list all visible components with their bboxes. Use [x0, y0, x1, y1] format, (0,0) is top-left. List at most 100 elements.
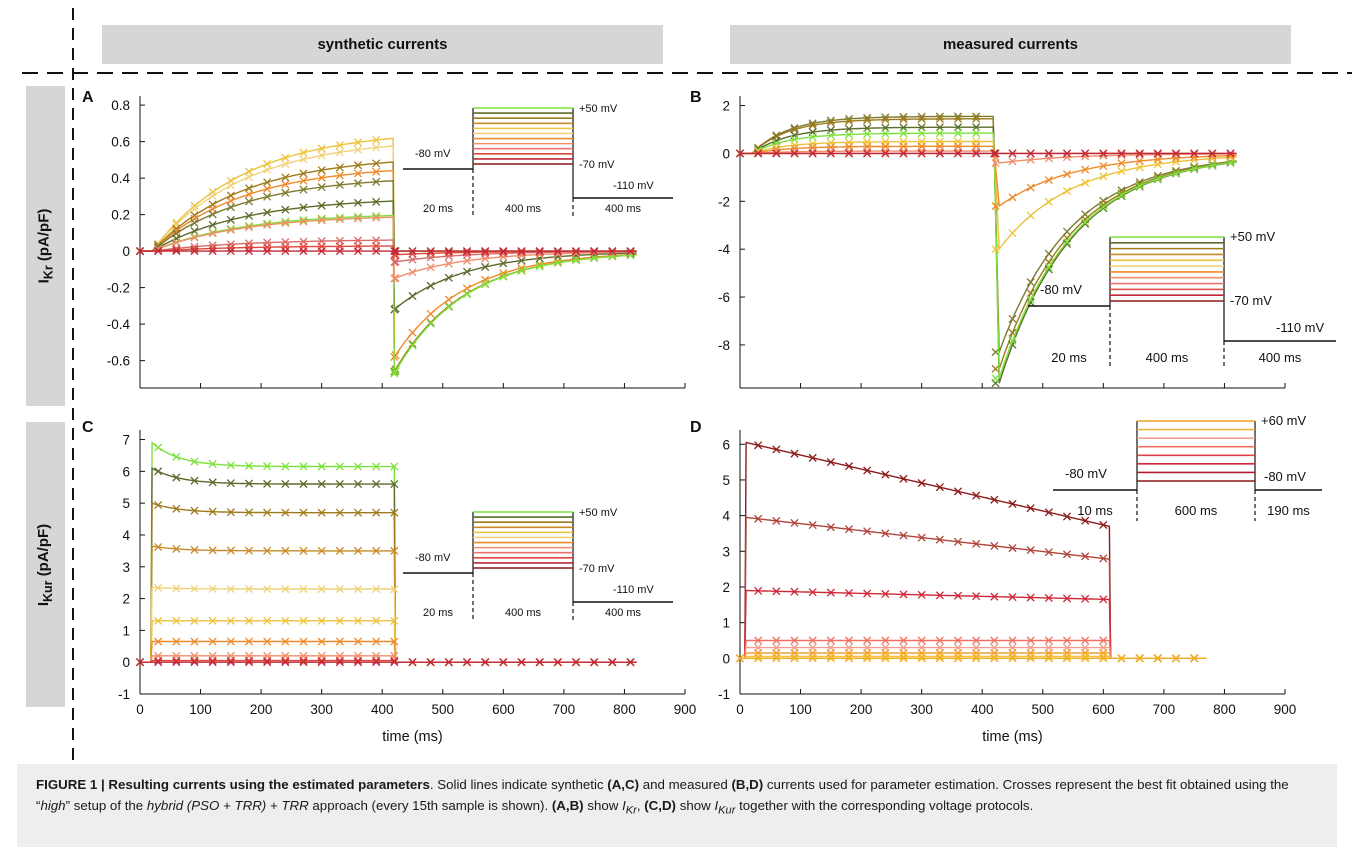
- data-marker: [281, 656, 290, 665]
- data-marker: [991, 202, 1000, 211]
- caption-text: show: [583, 798, 623, 813]
- protocol-label: -80 mV: [1264, 469, 1306, 484]
- data-marker: [154, 443, 163, 452]
- data-marker: [1081, 219, 1090, 228]
- data-marker: [481, 248, 490, 257]
- data-marker: [372, 136, 381, 145]
- header-synthetic-label: synthetic currents: [317, 36, 448, 53]
- caption-ref: (C,D): [644, 798, 676, 813]
- data-marker: [281, 508, 290, 517]
- data-marker: [553, 247, 562, 256]
- data-marker: [1081, 594, 1090, 603]
- data-marker: [899, 590, 908, 599]
- data-marker: [1026, 183, 1035, 192]
- data-marker: [899, 123, 908, 132]
- y-tick-label: 6: [722, 437, 730, 452]
- y-tick-label: -1: [718, 687, 730, 702]
- data-marker: [353, 145, 363, 154]
- data-marker: [499, 272, 508, 281]
- y-tick-label: 1: [122, 623, 130, 638]
- data-marker: [154, 656, 163, 665]
- data-marker: [281, 462, 290, 471]
- y-tick-label: -0.2: [107, 281, 130, 296]
- data-marker: [317, 546, 326, 555]
- data-marker: [353, 480, 363, 489]
- data-marker: [1153, 150, 1162, 159]
- data-marker: [299, 203, 308, 212]
- data-marker: [281, 180, 290, 189]
- data-marker: [317, 656, 326, 665]
- data-marker: [1008, 336, 1017, 345]
- data-marker: [372, 480, 381, 489]
- data-marker: [553, 258, 562, 267]
- chart-panel-d: D -1 0 1 2 3 4 5 6 0 100 200 300 400 500 600 700 800 900 ti…: [690, 413, 1322, 745]
- data-marker: [462, 284, 472, 293]
- data-marker: [335, 479, 344, 489]
- data-marker: [263, 208, 272, 217]
- y-tick-label: 2: [722, 580, 730, 595]
- data-marker: [1026, 155, 1035, 164]
- data-marker: [335, 637, 344, 646]
- data-marker: [1008, 593, 1017, 602]
- data-marker: [917, 636, 926, 645]
- y-tick-label: 0: [722, 146, 730, 161]
- data-marker: [990, 149, 999, 158]
- data-marker: [263, 658, 272, 667]
- data-marker: [1062, 512, 1072, 521]
- data-marker: [1226, 149, 1235, 158]
- data-marker: [499, 247, 508, 256]
- data-marker: [991, 245, 1000, 254]
- data-marker: [917, 115, 926, 124]
- data-marker: [172, 658, 181, 667]
- data-marker: [208, 637, 217, 646]
- x-tick-label: 900: [674, 702, 697, 717]
- data-marker: [190, 204, 199, 213]
- data-marker: [299, 247, 308, 256]
- data-marker: [244, 637, 254, 646]
- data-marker: [1081, 516, 1090, 525]
- data-marker: [1171, 169, 1181, 178]
- data-marker: [881, 470, 890, 479]
- data-marker: [462, 256, 472, 265]
- data-marker: [844, 525, 854, 534]
- data-marker: [208, 546, 217, 555]
- data-marker: [172, 637, 181, 646]
- caption-text: . Solid lines indicate synthetic: [429, 777, 608, 792]
- data-marker: [154, 467, 163, 476]
- data-marker: [390, 658, 399, 667]
- data-marker: [426, 318, 435, 327]
- data-marker: [1099, 149, 1108, 158]
- data-marker: [172, 218, 181, 227]
- y-tick-label: 2: [722, 99, 730, 114]
- data-marker: [535, 262, 544, 271]
- data-marker: [244, 223, 254, 232]
- voltage-protocol: -80 mV +60 mV -80 mV 10 ms 600 ms 190 ms: [1053, 413, 1322, 521]
- data-marker: [317, 173, 326, 182]
- x-tick-label: 700: [1153, 702, 1176, 717]
- data-marker: [626, 247, 635, 256]
- data-marker: [462, 290, 472, 299]
- data-marker: [917, 590, 926, 599]
- data-marker: [226, 584, 235, 594]
- x-tick-label: 600: [492, 702, 515, 717]
- data-marker: [899, 115, 908, 124]
- data-marker: [1008, 229, 1017, 238]
- data-marker: [462, 248, 472, 257]
- data-marker: [263, 546, 272, 555]
- data-marker: [263, 184, 272, 193]
- data-marker: [899, 149, 908, 158]
- data-marker: [335, 462, 344, 471]
- data-marker: [990, 541, 999, 550]
- data-marker: [299, 616, 308, 625]
- y-tick-label: -1: [118, 687, 130, 702]
- data-marker: [1208, 149, 1217, 158]
- data-marker: [1099, 203, 1108, 212]
- data-marker: [972, 491, 981, 500]
- data-marker: [754, 514, 763, 523]
- data-marker: [1062, 187, 1072, 196]
- data-marker: [372, 508, 381, 517]
- data-marker: [172, 584, 181, 593]
- data-marker: [426, 309, 435, 319]
- caption-text: and measured: [639, 777, 732, 792]
- data-marker: [517, 658, 526, 667]
